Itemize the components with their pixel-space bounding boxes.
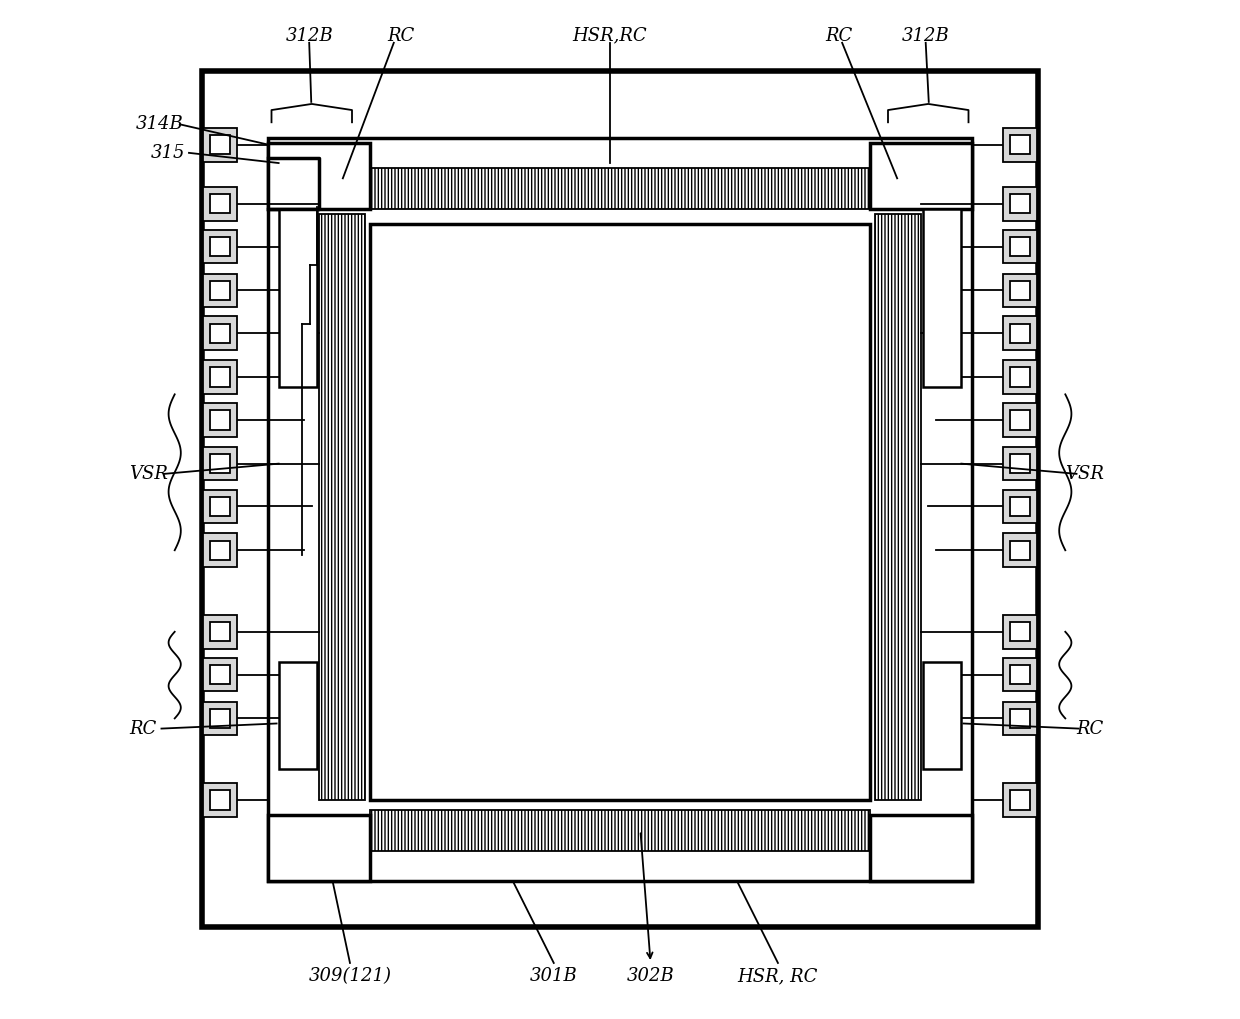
Bar: [1011, 367, 1029, 386]
Bar: [268, 815, 371, 881]
Bar: [1003, 783, 1037, 817]
Bar: [211, 281, 229, 301]
Bar: [1003, 615, 1037, 649]
Bar: [203, 186, 237, 221]
Bar: [268, 138, 972, 881]
Bar: [211, 411, 229, 430]
Bar: [923, 662, 961, 769]
Bar: [1003, 360, 1037, 393]
Bar: [203, 658, 237, 692]
Text: RC: RC: [826, 26, 853, 45]
Bar: [1011, 454, 1029, 473]
Bar: [279, 662, 317, 769]
Bar: [1011, 135, 1029, 154]
Bar: [1011, 791, 1029, 809]
Bar: [203, 127, 237, 161]
Bar: [211, 791, 229, 809]
Bar: [1011, 709, 1029, 729]
Bar: [1011, 411, 1029, 430]
Bar: [1011, 497, 1029, 516]
Bar: [211, 664, 229, 685]
Bar: [203, 360, 237, 393]
Bar: [1011, 194, 1029, 213]
Bar: [371, 168, 869, 209]
Bar: [211, 622, 229, 642]
Bar: [203, 490, 237, 524]
Bar: [1003, 229, 1037, 263]
Bar: [371, 224, 869, 800]
Bar: [869, 143, 972, 209]
Bar: [211, 709, 229, 729]
Bar: [1003, 273, 1037, 308]
Bar: [1003, 403, 1037, 436]
Bar: [203, 615, 237, 649]
Bar: [203, 783, 237, 817]
Bar: [203, 701, 237, 736]
Bar: [371, 810, 869, 851]
Bar: [211, 194, 229, 213]
Bar: [202, 71, 1038, 927]
Bar: [203, 316, 237, 351]
Bar: [1003, 316, 1037, 351]
Bar: [1003, 534, 1037, 567]
Bar: [1003, 127, 1037, 161]
Bar: [1003, 490, 1037, 524]
Bar: [1011, 281, 1029, 301]
Bar: [211, 135, 229, 154]
Bar: [203, 273, 237, 308]
Text: 315: 315: [151, 144, 186, 162]
Bar: [211, 367, 229, 386]
Bar: [874, 214, 920, 800]
Text: HSR,RC: HSR,RC: [573, 26, 647, 45]
Text: 314B: 314B: [136, 115, 184, 133]
Bar: [211, 236, 229, 256]
Bar: [211, 324, 229, 342]
Bar: [211, 497, 229, 516]
Bar: [268, 143, 371, 209]
Bar: [1011, 664, 1029, 685]
Bar: [211, 540, 229, 560]
Text: 312B: 312B: [901, 26, 950, 45]
Bar: [1003, 658, 1037, 692]
Text: 301B: 301B: [529, 967, 578, 985]
Bar: [1011, 622, 1029, 642]
Bar: [1003, 701, 1037, 736]
Bar: [203, 534, 237, 567]
Bar: [1011, 236, 1029, 256]
Bar: [203, 403, 237, 436]
Bar: [1011, 324, 1029, 342]
Text: RC: RC: [129, 719, 156, 738]
Bar: [203, 446, 237, 481]
Bar: [923, 209, 961, 387]
Text: RC: RC: [387, 26, 414, 45]
Text: 309(121): 309(121): [309, 967, 392, 985]
Bar: [320, 214, 366, 800]
Text: 312B: 312B: [285, 26, 334, 45]
Bar: [1003, 186, 1037, 221]
Bar: [869, 815, 972, 881]
Text: 302B: 302B: [626, 967, 675, 985]
Bar: [279, 209, 317, 387]
Bar: [211, 454, 229, 473]
Text: VSR: VSR: [129, 465, 167, 483]
Bar: [203, 229, 237, 263]
Text: RC: RC: [1076, 719, 1104, 738]
Bar: [1011, 540, 1029, 560]
Bar: [1003, 446, 1037, 481]
Text: VSR: VSR: [1065, 465, 1104, 483]
Text: HSR, RC: HSR, RC: [738, 967, 818, 985]
